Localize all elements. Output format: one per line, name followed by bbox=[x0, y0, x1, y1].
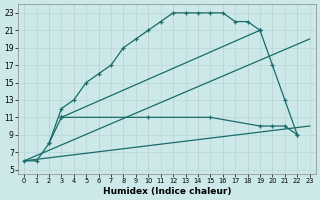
X-axis label: Humidex (Indice chaleur): Humidex (Indice chaleur) bbox=[103, 187, 231, 196]
